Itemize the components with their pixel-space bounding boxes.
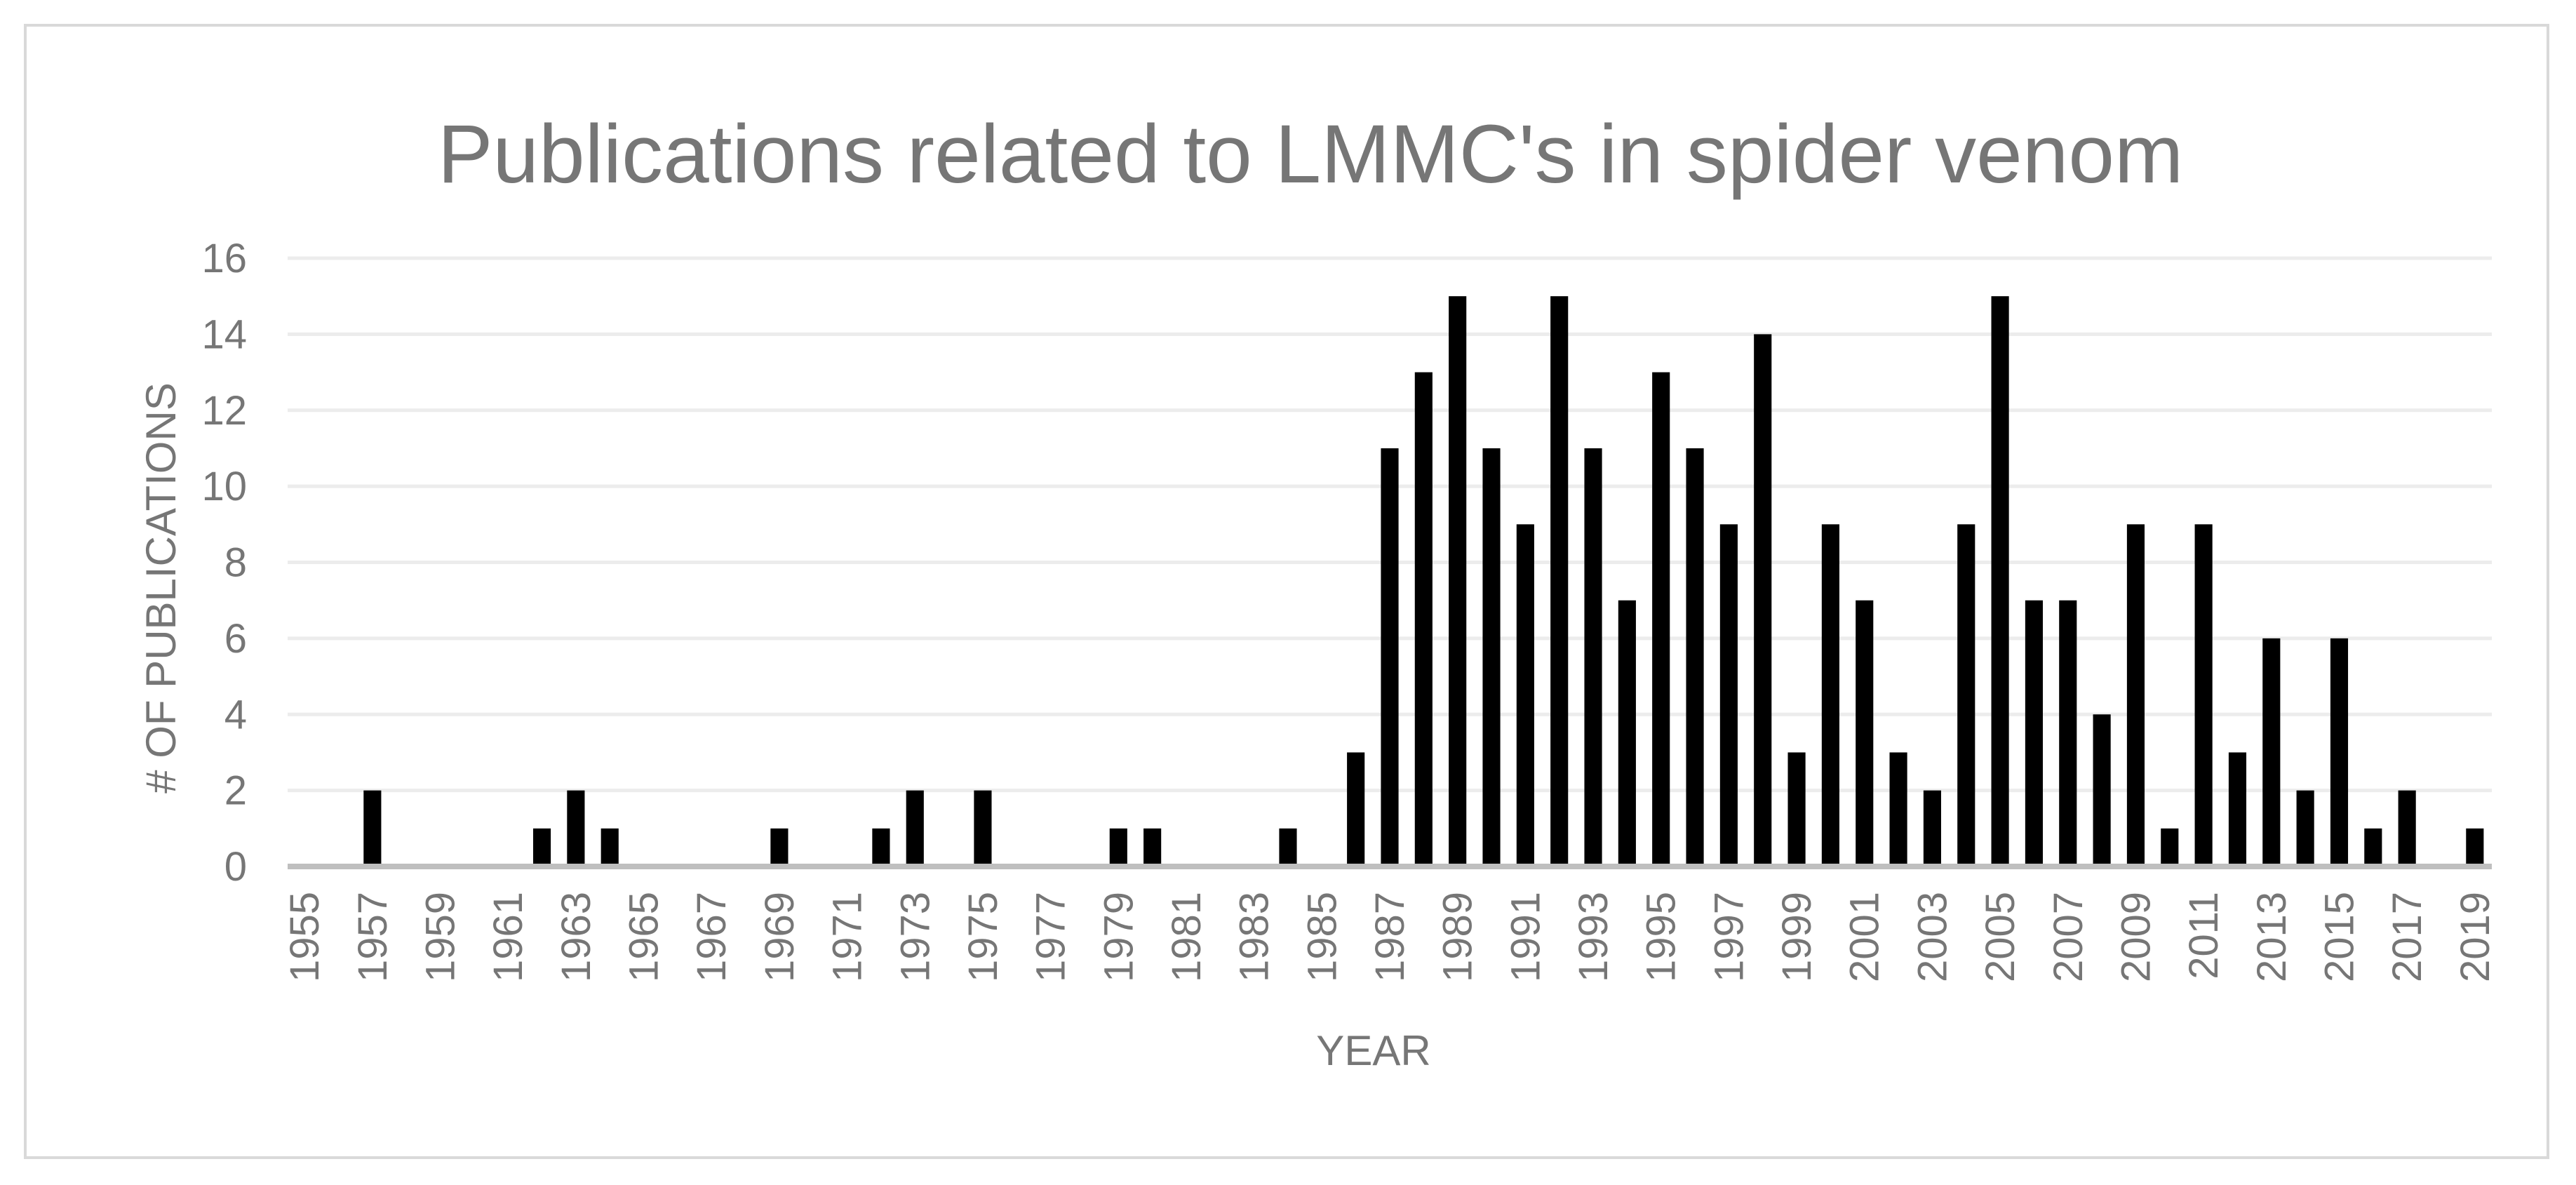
bar-1984 (1279, 828, 1297, 866)
x-tick-label: 1961 (485, 892, 531, 982)
y-tick-label: 10 (201, 464, 247, 509)
bar-2000 (1821, 524, 1839, 866)
bar-2016 (2364, 828, 2382, 866)
bar-1998 (1754, 334, 1772, 866)
bar-1999 (1787, 752, 1806, 866)
bar-1995 (1652, 372, 1670, 866)
bar-1979 (1109, 828, 1127, 866)
bar-2014 (2296, 790, 2314, 866)
bar-2008 (2093, 714, 2111, 866)
x-tick-label: 2015 (2316, 892, 2362, 982)
y-tick-label: 8 (224, 540, 247, 586)
x-tick-label: 1957 (350, 892, 396, 982)
bar-1993 (1584, 448, 1602, 866)
x-tick-label: 1993 (1571, 892, 1616, 982)
bar-2015 (2330, 638, 2349, 866)
bar-2011 (2194, 524, 2213, 866)
y-tick-label: 4 (224, 692, 247, 737)
bar-1962 (532, 828, 551, 866)
bar-1996 (1686, 448, 1704, 866)
bar-2010 (2161, 828, 2179, 866)
x-tick-label: 2003 (1910, 892, 1955, 982)
y-axis-label: # OF PUBLICATIONS (137, 382, 185, 794)
bar-1992 (1550, 296, 1569, 866)
x-tick-label: 1987 (1367, 892, 1413, 982)
x-tick-label: 1995 (1639, 892, 1684, 982)
x-tick-label: 1973 (892, 892, 938, 982)
bar-1997 (1719, 524, 1738, 866)
bar-1994 (1618, 600, 1636, 866)
chart-frame: Publications related to LMMC's in spider… (24, 24, 2549, 1159)
x-tick-label: 1999 (1774, 892, 1820, 982)
x-tick-label: 2001 (1842, 892, 1888, 982)
bar-2007 (2059, 600, 2077, 866)
bar-2013 (2262, 638, 2281, 866)
bar-1991 (1516, 524, 1534, 866)
bar-1987 (1381, 448, 1399, 866)
x-tick-label: 1977 (1028, 892, 1074, 982)
bar-1972 (872, 828, 890, 866)
bar-2001 (1856, 600, 1874, 866)
y-tick-labels: 0 2 4 6 8 10 12 14 16 (201, 236, 247, 890)
bar-1969 (770, 828, 789, 866)
bar-1975 (974, 790, 992, 866)
x-tick-label: 1989 (1435, 892, 1481, 982)
x-tick-label: 2011 (2181, 892, 2227, 979)
x-tick-label: 1997 (1706, 892, 1752, 982)
bar-1963 (567, 790, 585, 866)
bar-2017 (2398, 790, 2416, 866)
bars (363, 296, 2484, 866)
bar-1989 (1449, 296, 1467, 866)
x-tick-label: 1955 (282, 892, 328, 982)
bar-2009 (2126, 524, 2145, 866)
bar-1957 (363, 790, 382, 866)
x-tick-label: 1985 (1299, 892, 1345, 982)
bar-2012 (2228, 752, 2247, 866)
y-tick-label: 12 (201, 388, 247, 434)
bar-1964 (601, 828, 619, 866)
x-tick-label: 2017 (2384, 892, 2430, 982)
x-tick-label: 1975 (960, 892, 1006, 982)
y-tick-label: 16 (201, 236, 247, 281)
x-tick-label: 2007 (2046, 892, 2091, 982)
bar-2004 (1957, 524, 1975, 866)
y-tick-label: 14 (201, 312, 247, 357)
x-tick-label: 1971 (825, 892, 871, 982)
chart-svg: Publications related to LMMC's in spider… (137, 108, 2498, 1074)
x-tick-label: 1983 (1232, 892, 1277, 982)
bar-2006 (2025, 600, 2043, 866)
x-tick-label: 2019 (2453, 892, 2498, 982)
x-axis-label: YEAR (1316, 1027, 1430, 1074)
y-tick-label: 0 (224, 844, 247, 890)
bar-2019 (2466, 828, 2484, 866)
x-tick-label: 1963 (554, 892, 599, 982)
x-tick-label: 2013 (2249, 892, 2295, 982)
x-tick-label: 2005 (1978, 892, 2023, 982)
bar-1973 (906, 790, 924, 866)
bar-2002 (1889, 752, 1907, 866)
chart-title: Publications related to LMMC's in spider… (438, 108, 2184, 201)
bar-2003 (1923, 790, 1941, 866)
y-tick-label: 6 (224, 616, 247, 662)
x-tick-label: 1981 (1164, 892, 1209, 982)
x-tick-labels: 1955 1957 1959 1961 1963 1965 1967 1969 1971 1973… (282, 892, 2498, 982)
x-tick-label: 1959 (418, 892, 464, 982)
bar-2005 (1991, 296, 2009, 866)
x-tick-label: 1967 (689, 892, 734, 982)
x-tick-label: 1969 (757, 892, 803, 982)
bar-1988 (1414, 372, 1433, 866)
bar-1986 (1347, 752, 1365, 866)
y-tick-label: 2 (224, 768, 247, 814)
bar-1980 (1143, 828, 1162, 866)
x-tick-label: 1965 (622, 892, 667, 982)
x-tick-label: 2009 (2113, 892, 2159, 982)
x-tick-label: 1991 (1503, 892, 1548, 982)
bar-1990 (1482, 448, 1501, 866)
x-tick-label: 1979 (1096, 892, 1141, 982)
